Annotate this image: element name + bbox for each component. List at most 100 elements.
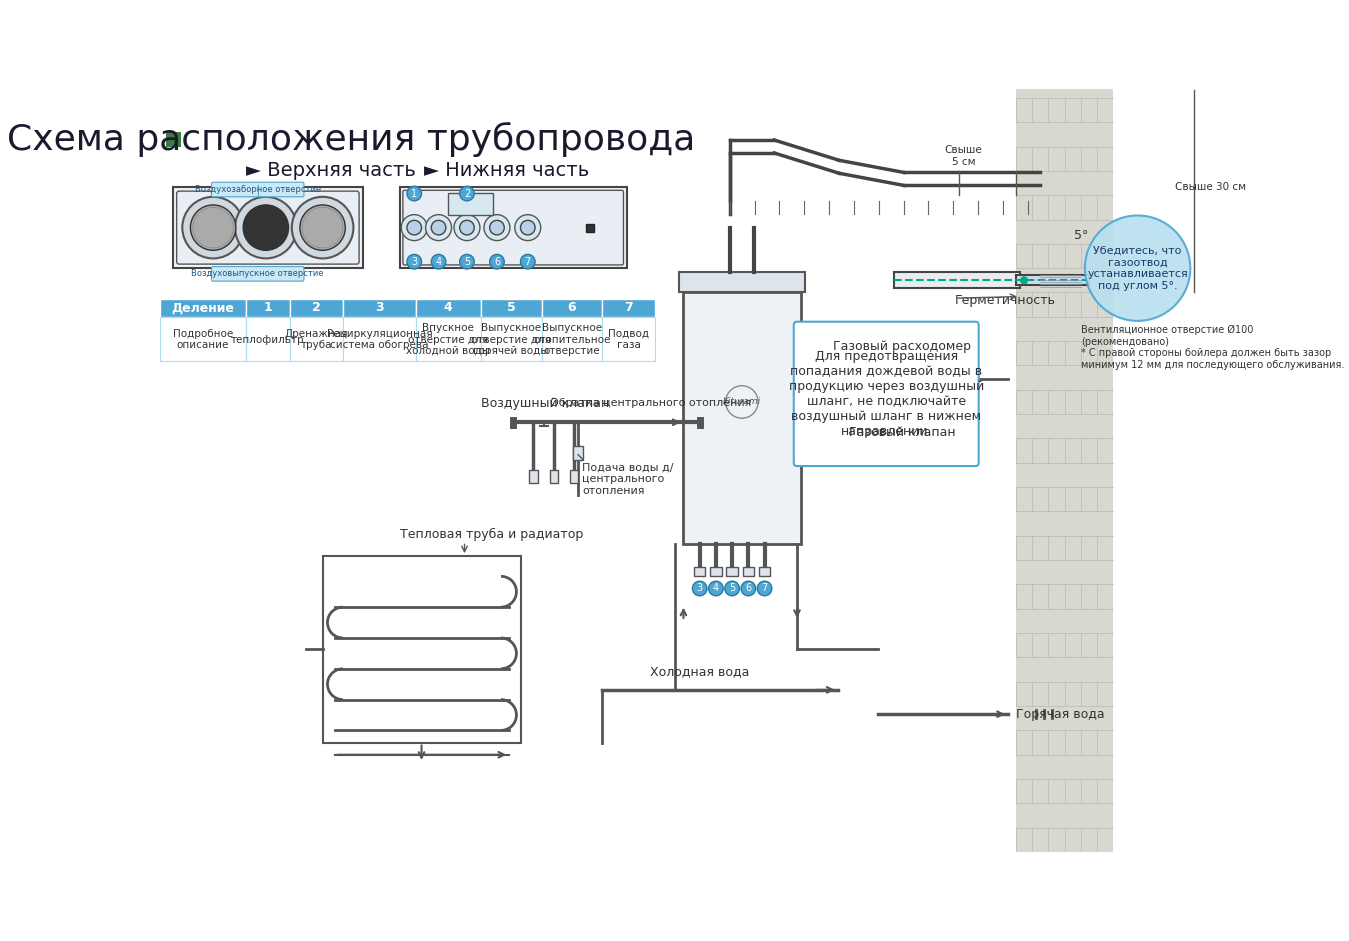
Bar [480,299,541,317]
Circle shape [460,186,475,200]
Bar [743,566,754,576]
Circle shape [692,582,707,596]
Circle shape [515,215,541,241]
FancyBboxPatch shape [177,191,359,264]
Text: 3: 3 [411,257,417,266]
Bar [173,187,363,268]
Text: Выпускное
отопительное
отверстие: Выпускное отопительное отверстие [533,323,611,356]
Bar [587,224,595,231]
Bar [480,317,541,361]
Circle shape [455,215,480,241]
Bar [894,272,1020,289]
Text: Свыше 30 см: Свыше 30 см [1175,182,1246,192]
Bar [322,556,521,742]
Bar [161,317,246,361]
Bar [166,132,181,147]
Text: 5: 5 [464,257,469,266]
Bar [290,317,343,361]
Bar [710,566,722,576]
Bar [415,317,480,361]
Circle shape [460,220,475,235]
Text: Рециркуляционная
система обогрева: Рециркуляционная система обогрева [326,328,432,350]
Text: 2: 2 [312,301,321,314]
Text: 5: 5 [507,301,515,314]
FancyBboxPatch shape [403,190,623,265]
Text: Схема расположения трубопровода: Схема расположения трубопровода [7,121,695,157]
Text: Деление: Деление [171,301,235,314]
Circle shape [484,215,510,241]
Text: Подробное
описание: Подробное описание [173,328,233,350]
Bar [569,470,579,483]
Text: Холодная вода: Холодная вода [650,664,750,678]
Text: 3: 3 [375,301,383,314]
Text: 6: 6 [568,301,576,314]
Circle shape [432,254,447,269]
Bar [1016,276,1089,285]
Circle shape [460,254,475,269]
Bar [1016,89,1113,852]
Bar [541,299,603,317]
Circle shape [235,197,297,259]
Text: 7: 7 [625,301,633,314]
Circle shape [490,220,505,235]
Bar [290,299,343,317]
Bar [399,187,627,268]
Text: Kiturami: Kiturami [723,397,761,407]
Text: Горячая вода: Горячая вода [1016,708,1105,721]
Circle shape [1020,277,1028,284]
Text: Вентиляционное отверстие Ø100
(рекомендовано)
* С правой стороны бойлера должен : Вентиляционное отверстие Ø100 (рекомендо… [1081,325,1344,370]
Bar [854,418,951,447]
Circle shape [425,215,452,241]
Bar [684,293,801,544]
Text: Подача воды д/
центрального
отопления: Подача воды д/ центрального отопления [583,462,673,496]
Circle shape [908,374,921,387]
Bar [603,299,656,317]
Bar [448,193,492,215]
Circle shape [708,582,723,596]
Text: Впускное
отверстие для
холодной воды: Впускное отверстие для холодной воды [406,323,490,356]
Text: 1: 1 [411,188,417,199]
FancyBboxPatch shape [793,322,978,466]
Circle shape [407,220,421,235]
Text: 4: 4 [444,301,453,314]
Text: Свыше
5 см: Свыше 5 см [944,146,982,167]
Text: 2: 2 [464,188,469,199]
Circle shape [291,197,353,259]
Bar [603,317,656,361]
Text: Для предотвращения
попадания дождевой воды в
продукцию через воздушный
шланг, не: Для предотвращения попадания дождевой во… [789,350,983,438]
Circle shape [432,220,447,235]
Text: Воздуховыпускное отверстие: Воздуховыпускное отверстие [192,269,324,279]
Bar [573,446,583,460]
Text: 1: 1 [263,301,272,314]
Bar [529,470,537,483]
Bar [759,566,770,576]
Text: 6: 6 [745,583,751,594]
Bar [343,299,415,317]
Circle shape [757,582,772,596]
Text: Тепловая труба и радиатор: Тепловая труба и радиатор [399,529,583,541]
Circle shape [724,582,739,596]
Text: 3: 3 [696,583,703,594]
Bar [415,299,480,317]
Text: Газовый клапан: Газовый клапан [849,426,955,439]
Bar [693,566,706,576]
Bar [246,299,290,317]
Bar [246,317,290,361]
Circle shape [190,205,236,250]
Bar [161,299,246,317]
Text: 4: 4 [436,257,441,266]
Text: 5: 5 [728,583,735,594]
Circle shape [407,254,421,269]
Text: 5°: 5° [1074,230,1089,242]
Text: 6: 6 [494,257,500,266]
Circle shape [401,215,428,241]
Circle shape [243,205,289,250]
Circle shape [299,205,345,250]
Bar [680,272,805,293]
Text: Подвод
газа: Подвод газа [608,328,649,350]
Bar [854,361,951,398]
Text: ► Нижняя часть: ► Нижняя часть [424,161,590,181]
Text: Газовый расходомер: Газовый расходомер [834,341,971,353]
Text: Воздушный клапан: Воздушный клапан [482,397,610,410]
Circle shape [928,374,942,387]
